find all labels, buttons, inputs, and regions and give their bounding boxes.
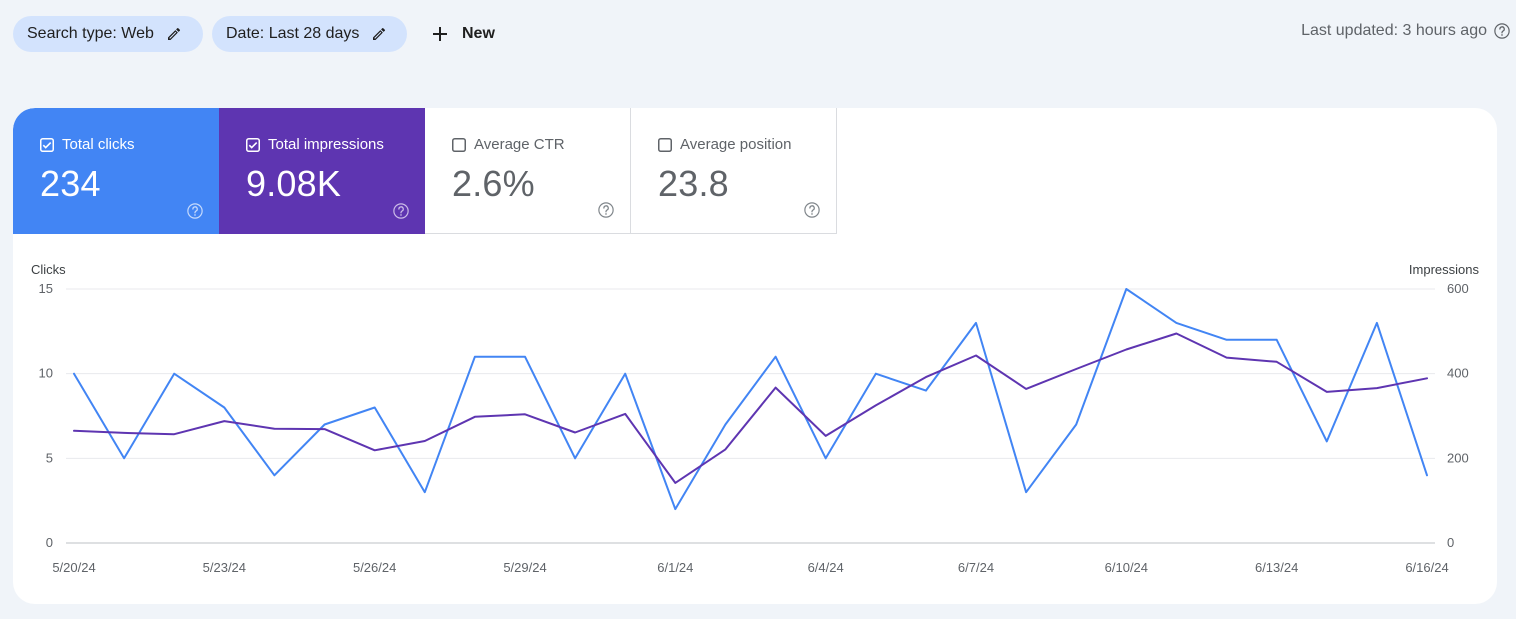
metric-label: Total impressions bbox=[268, 136, 384, 153]
x-tick-label: 6/13/24 bbox=[1255, 560, 1298, 575]
date-range-label: Date: Last 28 days bbox=[226, 25, 360, 42]
clicks-series-line bbox=[73, 288, 1428, 511]
y-right-tick-label: 0 bbox=[1447, 535, 1454, 550]
search-type-label: Search type: Web bbox=[27, 25, 154, 42]
x-tick-label: 6/4/24 bbox=[808, 560, 844, 575]
help-circle-icon[interactable] bbox=[392, 202, 410, 220]
y-right-tick-label: 600 bbox=[1447, 281, 1469, 296]
checkbox-checked-icon[interactable] bbox=[40, 137, 54, 152]
help-circle-icon[interactable] bbox=[186, 202, 204, 220]
metric-total-clicks[interactable]: Total clicks 234 bbox=[13, 108, 219, 234]
performance-chart: 0 5 10 15 0 200 400 600 Clicks Impressions 5/20/24… bbox=[13, 248, 1497, 598]
x-tick-label: 6/1/24 bbox=[657, 560, 693, 575]
plus-icon bbox=[433, 27, 447, 41]
y-left-tick-label: 15 bbox=[39, 281, 53, 296]
metric-value: 9.08K bbox=[246, 163, 342, 204]
y-right-tick-label: 200 bbox=[1447, 450, 1469, 465]
metric-value: 2.6% bbox=[452, 163, 535, 204]
checkbox-checked-icon[interactable] bbox=[246, 137, 260, 152]
edit-pencil-icon bbox=[167, 27, 180, 40]
last-updated-text: Last updated: 3 hours ago bbox=[1301, 22, 1487, 39]
metric-value: 234 bbox=[40, 163, 101, 204]
last-updated-status: Last updated: 3 hours ago bbox=[1301, 22, 1511, 40]
y-left-tick-label: 0 bbox=[46, 535, 53, 550]
y-right-axis-title: Impressions bbox=[1409, 262, 1480, 277]
performance-card: Total clicks 234 Total impressions 9.08K bbox=[13, 108, 1497, 604]
impressions-series-line bbox=[73, 332, 1428, 484]
checkbox-unchecked-icon[interactable] bbox=[658, 137, 672, 152]
y-left-tick-label: 10 bbox=[39, 366, 53, 381]
x-tick-label: 5/26/24 bbox=[353, 560, 396, 575]
x-tick-label: 6/7/24 bbox=[958, 560, 994, 575]
edit-pencil-icon bbox=[373, 27, 386, 40]
filter-toolbar: Search type: Web Date: Last 28 days New … bbox=[0, 0, 1516, 68]
help-circle-icon[interactable] bbox=[803, 201, 821, 219]
metric-total-impressions[interactable]: Total impressions 9.08K bbox=[219, 108, 425, 234]
new-filter-button[interactable]: New bbox=[420, 16, 505, 52]
x-tick-label: 5/29/24 bbox=[503, 560, 546, 575]
x-tick-label: 6/10/24 bbox=[1105, 560, 1148, 575]
metric-average-ctr[interactable]: Average CTR 2.6% bbox=[425, 108, 631, 234]
line-chart-svg: 0 5 10 15 0 200 400 600 Clicks Impressions 5/20/24… bbox=[31, 262, 1480, 575]
help-circle-icon[interactable] bbox=[597, 201, 615, 219]
x-tick-label: 6/16/24 bbox=[1405, 560, 1448, 575]
y-right-tick-label: 400 bbox=[1447, 366, 1469, 381]
x-tick-label: 5/23/24 bbox=[203, 560, 246, 575]
metric-label: Average CTR bbox=[474, 136, 565, 153]
metric-label: Average position bbox=[680, 136, 792, 153]
search-type-chip[interactable]: Search type: Web bbox=[13, 16, 203, 52]
y-left-axis-title: Clicks bbox=[31, 262, 66, 277]
date-range-chip[interactable]: Date: Last 28 days bbox=[212, 16, 407, 52]
metric-average-position[interactable]: Average position 23.8 bbox=[631, 108, 837, 234]
checkbox-unchecked-icon[interactable] bbox=[452, 137, 466, 152]
new-filter-label: New bbox=[462, 25, 495, 42]
x-tick-label: 5/20/24 bbox=[52, 560, 95, 575]
metric-label: Total clicks bbox=[62, 136, 135, 153]
y-left-tick-label: 5 bbox=[46, 450, 53, 465]
help-circle-icon[interactable] bbox=[1493, 22, 1511, 40]
metric-value: 23.8 bbox=[658, 163, 729, 204]
